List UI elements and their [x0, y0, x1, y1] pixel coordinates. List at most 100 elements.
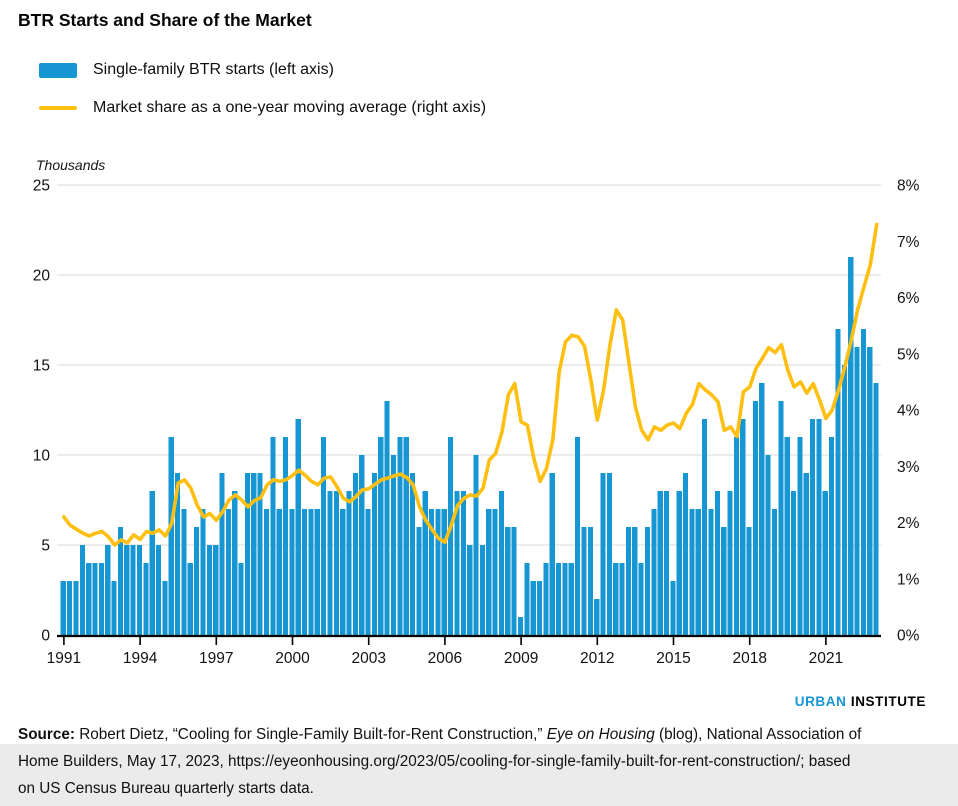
bar — [771, 509, 778, 635]
bar — [143, 563, 149, 635]
bar — [117, 527, 123, 635]
logo-institute: INSTITUTE — [850, 694, 926, 709]
bar — [759, 383, 765, 635]
bar — [549, 473, 555, 635]
bar — [403, 437, 409, 635]
bar — [232, 491, 238, 635]
bar — [219, 473, 225, 635]
bar — [473, 455, 479, 635]
source-line-2: Home Builders, May 17, 2023, https://eye… — [18, 753, 851, 771]
left-axis-labels: 0 5 10 15 20 25 — [33, 178, 51, 645]
logo-urban: URBAN — [794, 694, 847, 709]
bar — [111, 581, 117, 635]
bar — [644, 527, 651, 635]
bar — [822, 491, 828, 635]
svg-text:1994: 1994 — [123, 650, 158, 667]
bar — [702, 419, 708, 635]
bar — [276, 509, 282, 635]
bar-series-label: Single-family BTR starts (left axis) — [93, 61, 334, 78]
bar — [486, 509, 492, 635]
bar — [130, 545, 136, 635]
bar — [676, 491, 682, 635]
bar — [365, 509, 371, 635]
bar — [587, 527, 593, 635]
bar — [765, 455, 771, 635]
bar — [619, 563, 625, 635]
bar — [149, 491, 155, 635]
bar — [790, 491, 797, 635]
bar — [60, 581, 66, 635]
bar — [448, 437, 454, 635]
bar — [568, 563, 574, 635]
bar — [695, 509, 701, 635]
svg-text:1991: 1991 — [47, 650, 81, 667]
legend-item-bars: Single-family BTR starts (left axis) — [39, 58, 486, 82]
bar — [492, 509, 498, 635]
bar — [257, 473, 263, 635]
bar — [835, 329, 841, 635]
bar — [829, 437, 835, 635]
bar — [454, 491, 460, 635]
urban-institute-logo: URBAN INSTITUTE — [795, 694, 926, 709]
svg-text:10: 10 — [33, 448, 51, 465]
bar — [867, 347, 873, 635]
line-series-swatch — [39, 105, 77, 111]
bar — [606, 473, 612, 635]
svg-text:5%: 5% — [897, 346, 920, 363]
bar — [670, 581, 676, 635]
svg-text:2006: 2006 — [428, 650, 462, 667]
bar-series-swatch — [39, 62, 77, 78]
bar — [333, 491, 339, 635]
svg-text:2009: 2009 — [504, 650, 538, 667]
bar — [270, 437, 276, 635]
bar — [683, 473, 689, 635]
bar — [689, 509, 695, 635]
bar — [784, 437, 790, 635]
svg-text:2012: 2012 — [580, 650, 614, 667]
bar — [206, 545, 212, 635]
bar — [848, 257, 854, 635]
bar — [302, 509, 308, 635]
x-axis-ticks — [63, 637, 827, 645]
legend-item-line: Market share as a one-year moving averag… — [39, 96, 486, 120]
bar — [638, 563, 644, 635]
bar — [213, 545, 219, 635]
bar — [524, 563, 530, 635]
bar — [73, 581, 79, 635]
bar — [873, 383, 879, 635]
bar — [86, 563, 92, 635]
bar — [263, 509, 270, 635]
bar — [556, 563, 562, 635]
bar — [810, 419, 816, 635]
bar — [162, 581, 168, 635]
bar — [441, 509, 447, 635]
bar — [594, 599, 600, 635]
source-line-3: on US Census Bureau quarterly starts dat… — [18, 780, 314, 798]
bar — [479, 545, 485, 635]
bar — [187, 563, 193, 635]
bar — [251, 473, 257, 635]
svg-text:2%: 2% — [897, 515, 920, 532]
bar — [740, 419, 746, 635]
market-share-line — [62, 222, 879, 547]
svg-text:0%: 0% — [897, 628, 920, 645]
bar — [308, 509, 314, 635]
bar — [575, 437, 581, 635]
bar — [733, 437, 739, 635]
bar — [498, 491, 504, 635]
svg-text:2000: 2000 — [275, 650, 310, 667]
bar — [721, 527, 727, 635]
bar — [397, 437, 403, 635]
bar — [657, 491, 663, 635]
bar — [803, 473, 809, 635]
footer-band — [0, 744, 958, 806]
bar — [282, 437, 289, 635]
bar — [238, 563, 244, 635]
bar — [581, 527, 587, 635]
bar — [359, 455, 365, 635]
svg-text:1%: 1% — [897, 571, 920, 588]
bar — [390, 455, 397, 635]
bar — [67, 581, 73, 635]
page-title: BTR Starts and Share of the Market — [18, 10, 312, 30]
